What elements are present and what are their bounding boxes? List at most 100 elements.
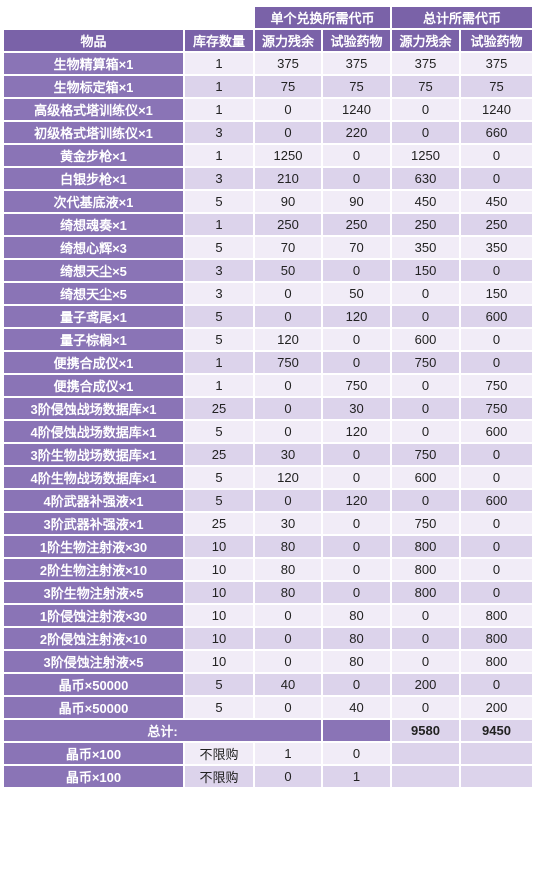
single-potion-cell: 50 — [323, 283, 390, 304]
total-potion-value: 9450 — [461, 720, 532, 741]
stock-cell: 3 — [185, 283, 253, 304]
total-potion-cell: 800 — [461, 651, 532, 672]
total-power-cell: 750 — [392, 352, 459, 373]
table-row: 便携合成仪×1 1 750 0 750 0 — [4, 352, 532, 373]
item-name: 绮想心辉×3 — [4, 237, 183, 258]
single-potion-cell: 0 — [323, 444, 390, 465]
total-power-cell: 800 — [392, 559, 459, 580]
item-name: 4阶侵蚀战场数据库×1 — [4, 421, 183, 442]
single-power-cell: 1250 — [255, 145, 321, 166]
total-potion-cell: 0 — [461, 467, 532, 488]
stock-cell: 5 — [185, 237, 253, 258]
table-row: 晶币×50000 5 0 40 0 200 — [4, 697, 532, 718]
single-power-cell: 250 — [255, 214, 321, 235]
single-power-cell: 0 — [255, 306, 321, 327]
total-power-cell: 350 — [392, 237, 459, 258]
total-empty-cell — [323, 720, 390, 741]
total-potion-cell: 800 — [461, 605, 532, 626]
table-row: 4阶武器补强液×1 5 0 120 0 600 — [4, 490, 532, 511]
item-name: 白银步枪×1 — [4, 168, 183, 189]
stock-cell: 3 — [185, 260, 253, 281]
single-potion-cell: 0 — [323, 513, 390, 534]
table-row: 3阶生物战场数据库×1 25 30 0 750 0 — [4, 444, 532, 465]
group-single-header: 单个兑换所需代币 — [255, 7, 390, 28]
stock-cell: 5 — [185, 329, 253, 350]
single-power-cell: 75 — [255, 76, 321, 97]
item-name: 量子鸢尾×1 — [4, 306, 183, 327]
stock-cell: 5 — [185, 697, 253, 718]
stock-cell: 5 — [185, 191, 253, 212]
table-row: 4阶生物战场数据库×1 5 120 0 600 0 — [4, 467, 532, 488]
table-row: 2阶侵蚀注射液×10 10 0 80 0 800 — [4, 628, 532, 649]
empty-cell — [461, 743, 532, 764]
single-potion-cell: 0 — [323, 329, 390, 350]
table-row: 绮想心辉×3 5 70 70 350 350 — [4, 237, 532, 258]
single-potion-cell: 250 — [323, 214, 390, 235]
item-name: 高级格式塔训练仪×1 — [4, 99, 183, 120]
single-power-cell: 40 — [255, 674, 321, 695]
total-power-cell: 450 — [392, 191, 459, 212]
single-potion-cell: 30 — [323, 398, 390, 419]
table-row: 便携合成仪×1 1 0 750 0 750 — [4, 375, 532, 396]
total-power-cell: 0 — [392, 697, 459, 718]
group-total-header: 总计所需代币 — [392, 7, 532, 28]
single-potion-cell: 80 — [323, 605, 390, 626]
header-blank-cell — [185, 7, 253, 28]
single-potion-cell: 80 — [323, 628, 390, 649]
single-potion-cell: 1 — [323, 766, 390, 787]
total-potion-cell: 0 — [461, 582, 532, 603]
total-potion-cell: 200 — [461, 697, 532, 718]
table-row: 3阶侵蚀注射液×5 10 0 80 0 800 — [4, 651, 532, 672]
item-name: 黄金步枪×1 — [4, 145, 183, 166]
single-potion-cell: 375 — [323, 53, 390, 74]
total-power-cell: 750 — [392, 444, 459, 465]
table-row: 晶币×50000 5 40 0 200 0 — [4, 674, 532, 695]
total-power-cell: 0 — [392, 421, 459, 442]
single-potion-cell: 80 — [323, 651, 390, 672]
total-potion-cell: 750 — [461, 398, 532, 419]
item-name: 便携合成仪×1 — [4, 375, 183, 396]
total-power-cell: 1250 — [392, 145, 459, 166]
stock-cell: 25 — [185, 398, 253, 419]
stock-cell: 5 — [185, 490, 253, 511]
total-potion-cell: 800 — [461, 628, 532, 649]
total-potion-cell: 600 — [461, 306, 532, 327]
total-potion-cell: 0 — [461, 444, 532, 465]
single-potion-cell: 75 — [323, 76, 390, 97]
table-row: 绮想天尘×5 3 50 0 150 0 — [4, 260, 532, 281]
single-power-cell: 0 — [255, 398, 321, 419]
total-power-cell: 250 — [392, 214, 459, 235]
single-potion-cell: 0 — [323, 352, 390, 373]
single-power-cell: 0 — [255, 651, 321, 672]
single-power-cell: 0 — [255, 421, 321, 442]
stock-cell: 10 — [185, 628, 253, 649]
total-potion-cell: 600 — [461, 421, 532, 442]
stock-cell: 5 — [185, 467, 253, 488]
table-row: 1阶侵蚀注射液×30 10 0 80 0 800 — [4, 605, 532, 626]
table-row: 高级格式塔训练仪×1 1 0 1240 0 1240 — [4, 99, 532, 120]
total-power-cell: 0 — [392, 490, 459, 511]
table-row: 初级格式塔训练仪×1 3 0 220 0 660 — [4, 122, 532, 143]
empty-cell — [392, 766, 459, 787]
single-power-cell: 0 — [255, 283, 321, 304]
total-potion-cell: 375 — [461, 53, 532, 74]
total-potion-cell: 0 — [461, 329, 532, 350]
item-name: 晶币×100 — [4, 766, 183, 787]
single-potion-cell: 90 — [323, 191, 390, 212]
total-power-cell: 75 — [392, 76, 459, 97]
single-power-cell: 30 — [255, 444, 321, 465]
stock-cell: 10 — [185, 559, 253, 580]
table-row: 3阶生物注射液×5 10 80 0 800 0 — [4, 582, 532, 603]
single-potion-cell: 120 — [323, 306, 390, 327]
single-potion-cell: 120 — [323, 490, 390, 511]
stock-cell: 10 — [185, 605, 253, 626]
col-single-potion-header: 试验药物 — [323, 30, 390, 51]
total-power-cell: 0 — [392, 605, 459, 626]
stock-cell: 1 — [185, 352, 253, 373]
item-name: 绮想魂奏×1 — [4, 214, 183, 235]
total-potion-cell: 660 — [461, 122, 532, 143]
total-power-cell: 0 — [392, 283, 459, 304]
total-potion-cell: 150 — [461, 283, 532, 304]
single-power-cell: 750 — [255, 352, 321, 373]
table-row: 量子棕榈×1 5 120 0 600 0 — [4, 329, 532, 350]
